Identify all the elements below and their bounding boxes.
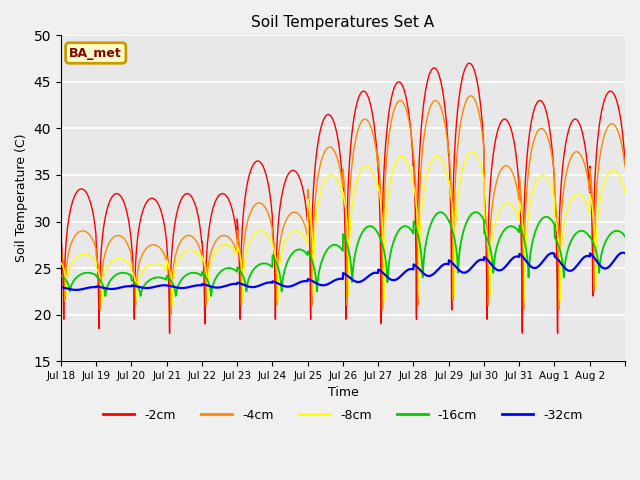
Title: Soil Temperatures Set A: Soil Temperatures Set A [252,15,435,30]
Text: BA_met: BA_met [69,47,122,60]
Y-axis label: Soil Temperature (C): Soil Temperature (C) [15,134,28,263]
X-axis label: Time: Time [328,386,358,399]
Legend: -2cm, -4cm, -8cm, -16cm, -32cm: -2cm, -4cm, -8cm, -16cm, -32cm [98,404,588,427]
